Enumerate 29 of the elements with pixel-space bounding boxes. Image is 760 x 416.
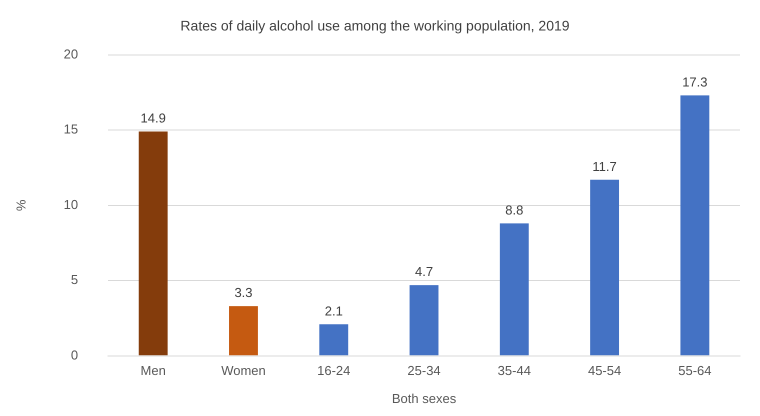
data-label: 17.3 bbox=[682, 74, 708, 90]
data-label: 3.3 bbox=[234, 285, 253, 300]
x-axis-title: Both sexes bbox=[392, 390, 457, 406]
bar bbox=[410, 285, 438, 356]
x-tick-label: 16-24 bbox=[317, 363, 350, 378]
x-tick-label: 25-34 bbox=[407, 363, 441, 378]
y-tick-label: 10 bbox=[64, 196, 78, 212]
data-label: 2.1 bbox=[324, 303, 343, 318]
bar bbox=[680, 95, 710, 356]
x-tick-label: Men bbox=[140, 363, 166, 378]
x-tick-label: 55-64 bbox=[678, 363, 712, 378]
bar bbox=[500, 223, 529, 356]
data-label: 8.8 bbox=[505, 202, 524, 218]
bar bbox=[229, 306, 258, 356]
bar bbox=[590, 180, 620, 356]
data-label: 4.7 bbox=[414, 264, 434, 280]
y-tick-label: 20 bbox=[64, 46, 78, 62]
bar bbox=[319, 324, 348, 356]
chart-title: Rates of daily alcohol use among the working population, 2019 bbox=[180, 17, 570, 34]
y-tick-label: 5 bbox=[70, 272, 78, 288]
x-tick-label: 45-54 bbox=[588, 363, 622, 378]
y-tick-label: 15 bbox=[64, 122, 78, 137]
y-tick-label: 0 bbox=[70, 347, 78, 362]
data-label: 14.9 bbox=[140, 110, 166, 126]
y-axis-title: % bbox=[13, 199, 28, 212]
x-tick-label: Women bbox=[221, 363, 266, 378]
x-tick-label: 35-44 bbox=[498, 363, 531, 378]
data-label: 11.7 bbox=[592, 158, 617, 174]
bar bbox=[138, 132, 168, 356]
